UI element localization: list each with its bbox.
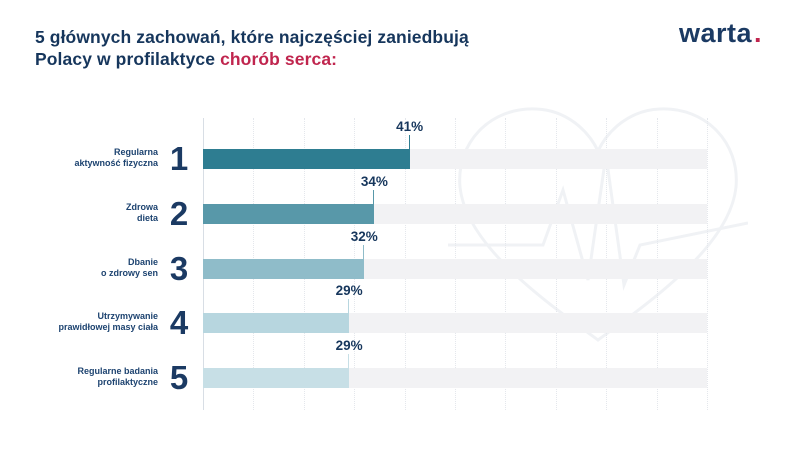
page-title: 5 głównych zachowań, które najczęściej z… — [35, 26, 469, 70]
bar-track: 34% — [203, 174, 707, 224]
rank-number: 1 — [169, 140, 189, 177]
bar-track: 41% — [203, 119, 707, 169]
category-label: Regularne badania profilaktyczne — [0, 366, 158, 388]
value-marker-line — [373, 189, 375, 204]
rank-number: 3 — [169, 249, 189, 287]
bar-track: 29% — [203, 338, 707, 389]
value-label: 29% — [335, 338, 363, 354]
value-label: 34% — [360, 173, 388, 189]
category-label-line2: profilaktyczne — [97, 377, 158, 388]
title-highlight: chorób serca: — [220, 49, 338, 69]
warta-logo: warta. — [678, 18, 762, 48]
value-marker-line — [348, 354, 350, 369]
value-marker-line — [408, 135, 410, 149]
bar-track: 32% — [203, 229, 707, 279]
category-label-line2: prawidłowej masy ciała — [58, 322, 158, 333]
bar — [203, 313, 350, 334]
category-label: Dbanie o zdrowy sen — [0, 257, 158, 279]
category-label: Zdrowa dieta — [0, 202, 158, 224]
bar — [203, 258, 365, 279]
category-label-line1: Regularne badania — [77, 366, 158, 377]
category-label-line2: o zdrowy sen — [100, 267, 158, 278]
value-label: 32% — [350, 228, 378, 244]
category-label: Utrzymywanie prawidłowej masy ciała — [0, 311, 158, 333]
title-line1: 5 głównych zachowań, które najczęściej z… — [35, 27, 469, 47]
bar — [203, 368, 350, 389]
value-label: 41% — [396, 119, 424, 134]
chart-row: Regularna aktywność fizyczna 1 41% — [0, 119, 800, 205]
bar — [203, 203, 375, 224]
rank-number: 4 — [169, 304, 189, 342]
value-label: 29% — [335, 283, 363, 299]
chart-row: Zdrowa dieta 2 34% — [0, 174, 800, 260]
value-marker-line — [348, 299, 350, 314]
category-label-line1: Dbanie — [127, 256, 158, 267]
category-label-line1: Utrzymywanie — [97, 311, 158, 322]
category-label-line1: Regularna — [113, 147, 158, 157]
category-label-line2: dieta — [136, 212, 158, 223]
title-line2: Polacy w profilaktyce chorób serca: — [35, 49, 338, 69]
bar-track: 29% — [203, 283, 707, 334]
chart-row: Regularne badania profilaktyczne 5 29% — [0, 338, 800, 424]
category-label-line1: Zdrowa — [125, 201, 158, 212]
chart-row: Utrzymywanie prawidłowej masy ciała 4 29… — [0, 283, 800, 369]
rank-number: 2 — [169, 194, 189, 232]
bar — [203, 149, 410, 169]
value-marker-line — [363, 244, 365, 259]
logo-red-dot: . — [753, 18, 762, 48]
chart-row: Dbanie o zdrowy sen 3 32% — [0, 229, 800, 315]
category-label-line2: aktywność fizyczna — [74, 158, 158, 168]
gridline — [707, 118, 708, 410]
category-label: Regularna aktywność fizyczna — [0, 147, 158, 169]
rank-number: 5 — [169, 359, 189, 397]
